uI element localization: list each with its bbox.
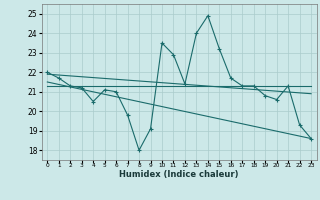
X-axis label: Humidex (Indice chaleur): Humidex (Indice chaleur) (119, 170, 239, 179)
